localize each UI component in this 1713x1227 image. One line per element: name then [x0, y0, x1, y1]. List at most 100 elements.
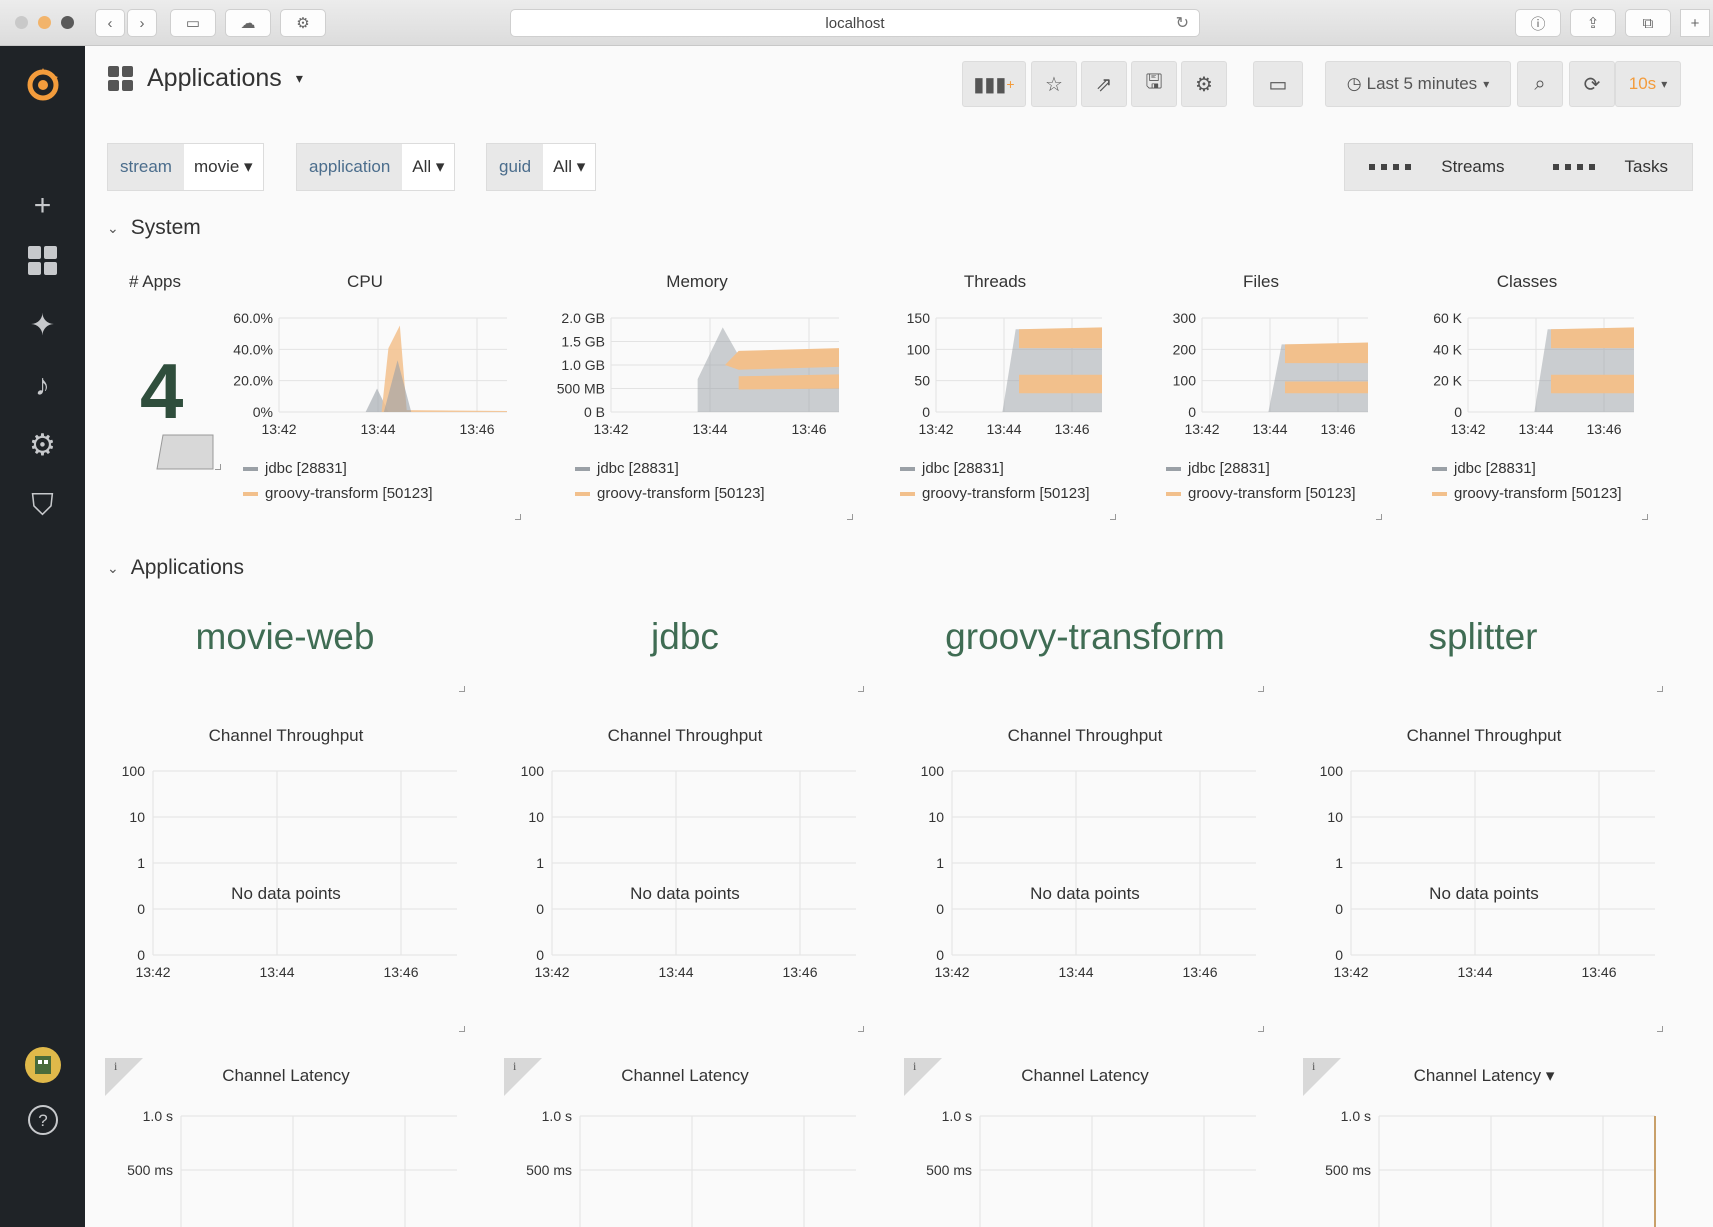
files-chart: 300 200 100 013:42 13:44 13:46	[1173, 310, 1368, 437]
panel-title-latency[interactable]: Channel Latency	[222, 1066, 350, 1085]
save-icon[interactable]: 🖫	[1131, 61, 1177, 107]
close-window-button[interactable]	[15, 16, 28, 29]
refresh-interval-picker[interactable]: 10s ▾	[1615, 61, 1681, 107]
legend-label: jdbc [28831]	[1188, 460, 1270, 477]
add-panel-button[interactable]: ▮▮▮ +	[962, 61, 1026, 107]
resize-handle[interactable]	[1657, 1026, 1663, 1032]
row-applications[interactable]: ⌄ Applications	[107, 556, 244, 580]
panel-title-throughput[interactable]: Channel Throughput	[208, 726, 364, 745]
tv-mode-icon[interactable]: ▭	[1253, 61, 1303, 107]
legend-item[interactable]: groovy-transform [50123]	[1166, 481, 1356, 506]
panel-title-latency[interactable]: Channel Latency	[621, 1066, 749, 1085]
resize-handle[interactable]	[459, 1026, 465, 1032]
panel-info-icon[interactable]: i	[504, 1058, 542, 1096]
refresh-icon[interactable]: ⟳	[1569, 61, 1615, 107]
shield-icon[interactable]: ⛉	[31, 489, 54, 522]
latency-chart: 1.0 s 500 ms	[1325, 1108, 1656, 1227]
no-data-message: No data points	[1303, 1224, 1665, 1227]
sidebar-toggle-icon[interactable]: ▭	[170, 9, 216, 37]
resize-handle[interactable]	[515, 514, 521, 520]
panel-info-icon[interactable]: i	[105, 1058, 143, 1096]
explore-icon[interactable]: ✦	[29, 309, 56, 342]
dashboard-title[interactable]: Applications ▾	[108, 64, 303, 93]
legend-item[interactable]: groovy-transform [50123]	[575, 481, 765, 506]
chevron-down-icon: ▾	[1483, 77, 1490, 91]
streams-link[interactable]: Streams	[1345, 157, 1528, 177]
share-icon[interactable]: ⇗	[1081, 61, 1127, 107]
minimize-window-button[interactable]	[38, 16, 51, 29]
legend-label: groovy-transform [50123]	[1454, 485, 1622, 502]
resize-handle[interactable]	[1258, 1026, 1264, 1032]
resize-handle[interactable]	[858, 686, 864, 692]
panel-title-latency[interactable]: Channel Latency	[1021, 1066, 1149, 1085]
panel-title-files[interactable]: Files	[1243, 272, 1279, 291]
resize-handle[interactable]	[858, 1026, 864, 1032]
resize-handle[interactable]	[847, 514, 853, 520]
legend-item[interactable]: groovy-transform [50123]	[243, 481, 433, 506]
dashboard-grid-icon	[108, 66, 133, 91]
legend-item[interactable]: jdbc [28831]	[243, 456, 433, 481]
panel-title-memory[interactable]: Memory	[666, 272, 728, 291]
panel-info-icon[interactable]: i	[1303, 1058, 1341, 1096]
dashboard-main: Applications ▾ ▮▮▮ + ☆ ⇗ 🖫 ⚙ ▭ ◷ Last 5 m…	[85, 46, 1713, 1227]
cloud-icon[interactable]: ☁	[225, 9, 271, 37]
help-icon[interactable]: ?	[0, 1104, 85, 1149]
legend-item[interactable]: groovy-transform [50123]	[1432, 481, 1622, 506]
settings-icon[interactable]: ⚙	[280, 9, 326, 37]
y-tick-label: 0 B	[584, 404, 605, 420]
resize-handle[interactable]	[1110, 514, 1116, 520]
legend-item[interactable]: groovy-transform [50123]	[900, 481, 1090, 506]
latency-chart: 1.0 s 500 ms	[526, 1108, 856, 1227]
panel-title[interactable]: # Apps	[129, 272, 181, 291]
user-avatar[interactable]	[0, 1046, 85, 1095]
back-icon[interactable]: ‹	[95, 9, 125, 37]
x-tick-label: 13:42	[1333, 964, 1368, 980]
share-icon[interactable]: ⇪	[1570, 9, 1616, 37]
tasks-link[interactable]: Tasks	[1529, 157, 1692, 177]
legend-swatch	[1166, 491, 1181, 496]
create-icon[interactable]: +	[33, 189, 52, 222]
panel-title-cpu[interactable]: CPU	[347, 272, 383, 291]
variable-stream-select[interactable]: movie ▾	[193, 157, 253, 176]
grafana-logo-icon[interactable]	[0, 64, 85, 117]
resize-handle[interactable]	[215, 464, 221, 470]
dashboards-icon[interactable]	[0, 246, 85, 287]
address-bar[interactable]: localhost ↻	[510, 9, 1200, 37]
panel-title-threads[interactable]: Threads	[963, 272, 1027, 291]
settings-gear-icon[interactable]: ⚙	[1181, 61, 1227, 107]
resize-handle[interactable]	[459, 686, 465, 692]
resize-handle[interactable]	[1657, 686, 1663, 692]
legend-item[interactable]: jdbc [28831]	[1166, 456, 1356, 481]
resize-handle[interactable]	[1642, 514, 1648, 520]
variable-guid-select[interactable]: All ▾	[553, 157, 586, 176]
zoom-window-button[interactable]	[61, 16, 74, 29]
panel-title-latency[interactable]: Channel Latency ▾	[1413, 1066, 1555, 1085]
legend-item[interactable]: jdbc [28831]	[900, 456, 1090, 481]
panel-info-icon[interactable]: i	[904, 1058, 942, 1096]
y-tick-label: 0	[1188, 404, 1196, 420]
series-area-groovy	[738, 374, 839, 390]
resize-handle[interactable]	[1258, 686, 1264, 692]
forward-icon[interactable]: ›	[127, 9, 157, 37]
legend-item[interactable]: jdbc [28831]	[1432, 456, 1622, 481]
tabs-icon[interactable]: ⧉	[1625, 9, 1671, 37]
info-icon[interactable]: ⓘ	[1515, 9, 1561, 37]
variable-application-select[interactable]: All ▾	[412, 157, 445, 176]
y-tick-label: 0%	[253, 404, 273, 420]
legend-item[interactable]: jdbc [28831]	[575, 456, 765, 481]
configuration-gear-icon[interactable]: ⚙	[29, 429, 56, 462]
panel-title-throughput[interactable]: Channel Throughput	[607, 726, 763, 745]
resize-handle[interactable]	[1376, 514, 1382, 520]
legend-label: jdbc [28831]	[265, 460, 347, 477]
time-range-picker[interactable]: ◷ Last 5 minutes ▾	[1325, 61, 1511, 107]
new-tab-icon[interactable]: +	[1680, 9, 1710, 37]
panel-title-throughput[interactable]: Channel Throughput	[1007, 726, 1163, 745]
row-system[interactable]: ⌄ System	[107, 216, 201, 240]
y-tick-label: 500 ms	[526, 1162, 572, 1178]
panel-title-throughput[interactable]: Channel Throughput	[1406, 726, 1562, 745]
reload-icon[interactable]: ↻	[1175, 15, 1189, 32]
panel-title-classes[interactable]: Classes	[1496, 272, 1558, 291]
alerting-bell-icon[interactable]: ♪	[35, 369, 50, 402]
zoom-out-icon[interactable]: ⌕	[1517, 61, 1563, 107]
star-icon[interactable]: ☆	[1031, 61, 1077, 107]
